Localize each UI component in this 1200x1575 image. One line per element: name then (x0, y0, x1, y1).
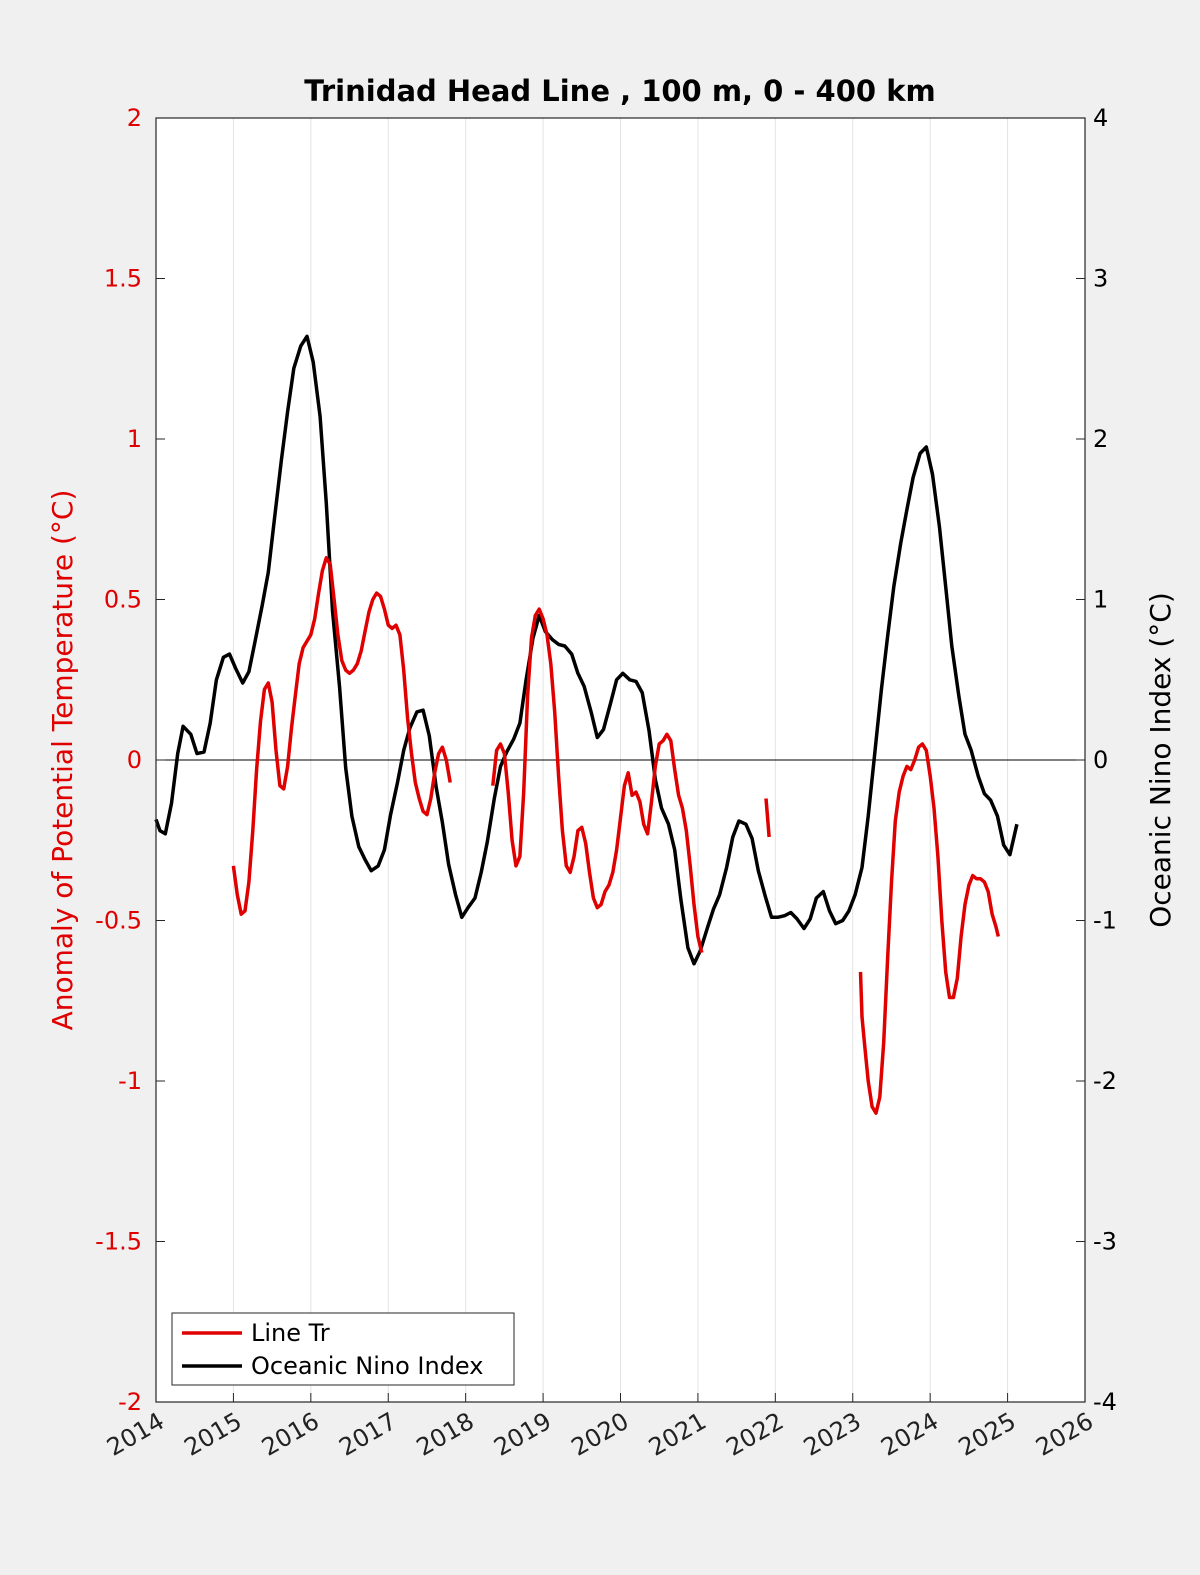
oni-series-line-segment-0 (154, 334, 1019, 966)
left-tick-label: -1 (118, 1067, 142, 1095)
line-tr-series-line-segment-0 (231, 556, 452, 916)
left-tick-label: -0.5 (95, 907, 142, 935)
y-axis-label-left: Anomaly of Potential Temperature (°C) (46, 490, 79, 1031)
line-tr-series-line-segment-3 (858, 742, 1001, 1115)
left-tick-label: 0.5 (104, 586, 142, 614)
right-tick-label: -3 (1093, 1228, 1117, 1256)
left-tick-label: 0 (127, 746, 142, 774)
chart-title: Trinidad Head Line , 100 m, 0 - 400 km (304, 74, 935, 108)
right-tick-label: 4 (1093, 104, 1108, 132)
legend: Line Tr Oceanic Nino Index (171, 1312, 515, 1386)
right-tick-label: 1 (1093, 586, 1108, 614)
right-tick-label: 3 (1093, 265, 1108, 293)
left-tick-label: 1 (127, 425, 142, 453)
left-tick-label: -2 (118, 1388, 142, 1416)
left-tick-label: 1.5 (104, 265, 142, 293)
right-tick-label: -2 (1093, 1067, 1117, 1095)
right-tick-label: 2 (1093, 425, 1108, 453)
series-layer (154, 334, 1019, 1115)
legend-label-line-tr: Line Tr (251, 1319, 330, 1347)
line-tr-series-line-segment-1 (491, 607, 704, 954)
y-axis-label-right: Oceanic Nino Index (°C) (1144, 592, 1177, 928)
right-tick-label: 0 (1093, 746, 1108, 774)
left-axis: -2 -1.5 -1 -0.5 0 0.5 1 1.5 2 (95, 104, 165, 1416)
line-tr-series-line-segment-2 (764, 798, 771, 838)
right-tick-label: -4 (1093, 1388, 1117, 1416)
right-axis: -4 -3 -2 -1 0 1 2 3 4 (1076, 104, 1117, 1416)
left-tick-label: 2 (127, 104, 142, 132)
legend-label-oni: Oceanic Nino Index (251, 1352, 483, 1380)
legend-box (171, 1312, 515, 1386)
left-tick-label: -1.5 (95, 1228, 142, 1256)
right-tick-label: -1 (1093, 907, 1117, 935)
